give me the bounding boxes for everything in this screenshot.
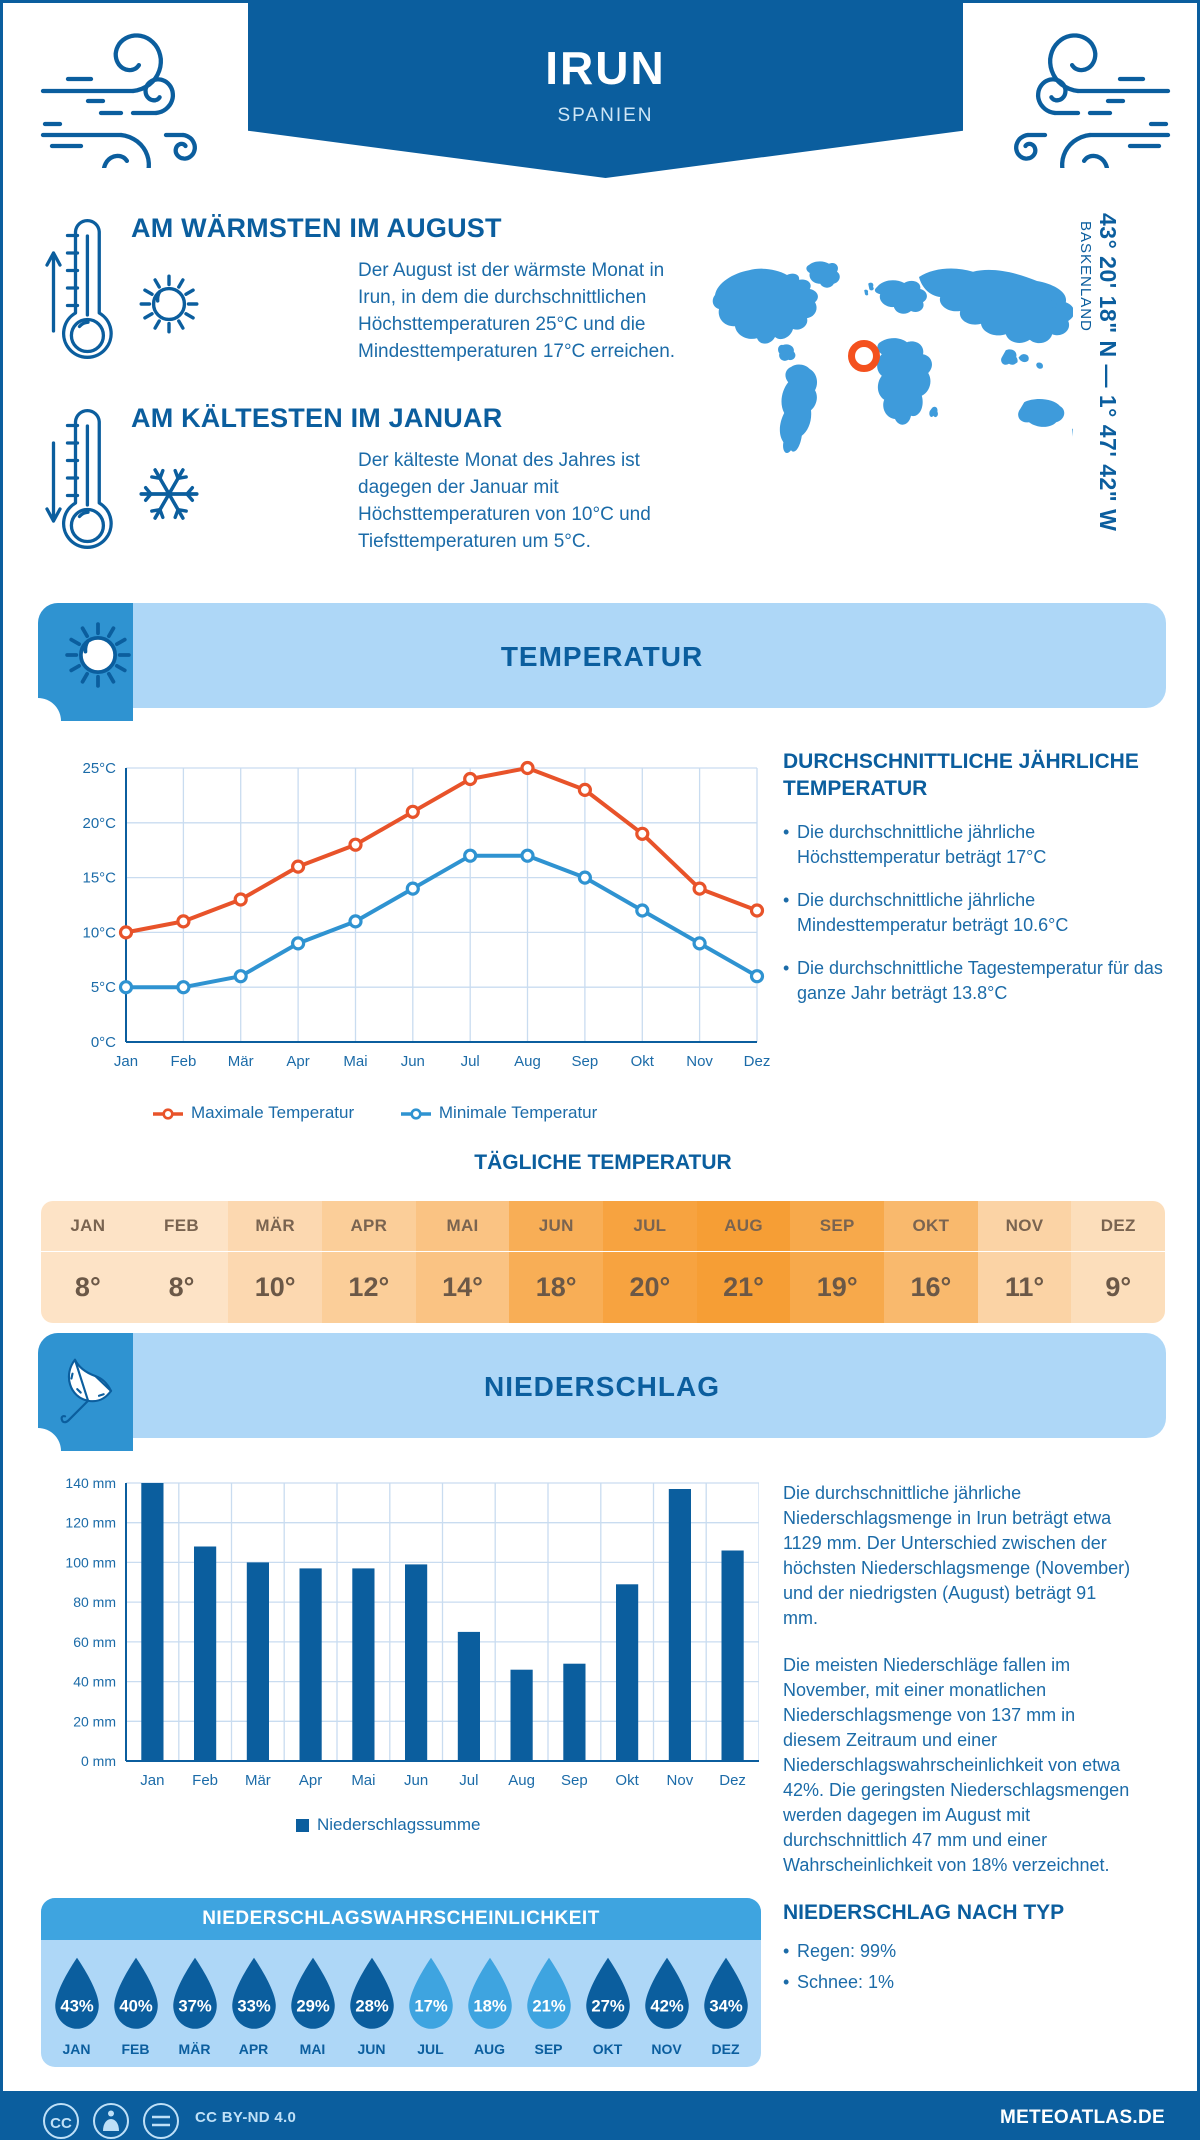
svg-text:Jun: Jun xyxy=(404,1772,428,1789)
svg-text:20°C: 20°C xyxy=(82,815,116,832)
svg-text:28%: 28% xyxy=(355,1996,389,2015)
svg-text:Apr: Apr xyxy=(299,1772,322,1789)
svg-text:33%: 33% xyxy=(237,1996,271,2015)
svg-text:Mai: Mai xyxy=(351,1772,375,1789)
svg-text:80 mm: 80 mm xyxy=(73,1594,116,1610)
svg-text:Feb: Feb xyxy=(170,1053,196,1070)
svg-text:120 mm: 120 mm xyxy=(65,1515,116,1531)
svg-text:Jul: Jul xyxy=(459,1772,478,1789)
svg-text:37%: 37% xyxy=(178,1996,212,2015)
svg-text:40 mm: 40 mm xyxy=(73,1674,116,1690)
svg-text:Jan: Jan xyxy=(140,1772,164,1789)
svg-text:Sep: Sep xyxy=(561,1772,588,1789)
svg-text:Okt: Okt xyxy=(615,1772,639,1789)
svg-text:Dez: Dez xyxy=(744,1053,771,1070)
svg-text:43%: 43% xyxy=(60,1996,94,2015)
svg-text:140 mm: 140 mm xyxy=(65,1478,116,1491)
svg-text:Feb: Feb xyxy=(192,1772,218,1789)
svg-text:42%: 42% xyxy=(650,1996,684,2015)
svg-text:17%: 17% xyxy=(414,1996,448,2015)
svg-text:Jul: Jul xyxy=(461,1053,480,1070)
svg-text:15°C: 15°C xyxy=(82,870,116,887)
svg-text:Mär: Mär xyxy=(228,1053,254,1070)
svg-text:Okt: Okt xyxy=(631,1053,655,1070)
svg-text:Mär: Mär xyxy=(245,1772,271,1789)
svg-text:18%: 18% xyxy=(473,1996,507,2015)
svg-text:29%: 29% xyxy=(296,1996,330,2015)
svg-text:100 mm: 100 mm xyxy=(65,1554,116,1570)
svg-text:40%: 40% xyxy=(119,1996,153,2015)
svg-text:Aug: Aug xyxy=(508,1772,535,1789)
svg-text:Jan: Jan xyxy=(114,1053,138,1070)
svg-text:Dez: Dez xyxy=(719,1772,746,1789)
svg-text:Apr: Apr xyxy=(286,1053,309,1070)
svg-text:25°C: 25°C xyxy=(82,760,116,777)
svg-text:34%: 34% xyxy=(709,1996,743,2015)
svg-text:10°C: 10°C xyxy=(82,924,116,941)
svg-text:20 mm: 20 mm xyxy=(73,1713,116,1729)
svg-text:21%: 21% xyxy=(532,1996,566,2015)
svg-text:CC: CC xyxy=(50,2115,72,2132)
svg-text:Nov: Nov xyxy=(686,1053,713,1070)
svg-text:0°C: 0°C xyxy=(91,1034,116,1051)
svg-text:0 mm: 0 mm xyxy=(81,1753,116,1769)
svg-text:Nov: Nov xyxy=(667,1772,694,1789)
svg-text:Jun: Jun xyxy=(401,1053,425,1070)
svg-text:Aug: Aug xyxy=(514,1053,541,1070)
svg-text:5°C: 5°C xyxy=(91,979,116,996)
svg-text:Sep: Sep xyxy=(572,1053,599,1070)
svg-text:Mai: Mai xyxy=(343,1053,367,1070)
svg-text:27%: 27% xyxy=(591,1996,625,2015)
svg-text:60 mm: 60 mm xyxy=(73,1634,116,1650)
